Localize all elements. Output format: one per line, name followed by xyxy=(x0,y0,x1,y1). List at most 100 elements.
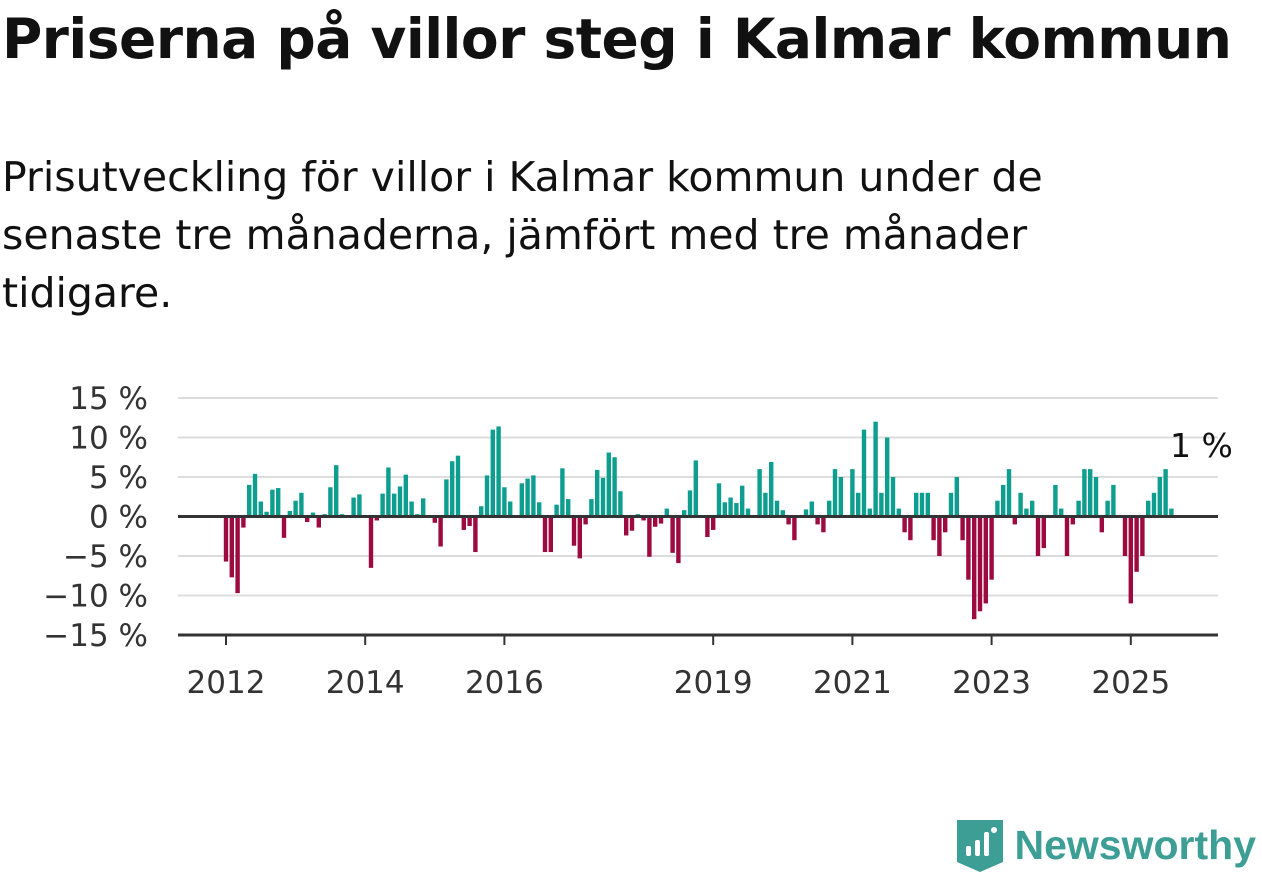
bar xyxy=(1018,492,1023,517)
y-tick-label: 5 % xyxy=(89,460,148,496)
bar xyxy=(1059,508,1064,517)
bar xyxy=(1111,484,1116,517)
bar xyxy=(241,516,246,528)
bar xyxy=(682,510,687,517)
bar xyxy=(977,516,983,612)
bar xyxy=(490,429,495,517)
bar xyxy=(403,474,408,517)
bar xyxy=(618,491,623,517)
bar xyxy=(276,488,281,517)
bar xyxy=(473,516,478,553)
bar xyxy=(612,457,617,517)
y-tick-label: 15 % xyxy=(69,381,148,417)
x-tick-label: 2014 xyxy=(326,665,405,701)
y-tick-label: 10 % xyxy=(69,421,148,457)
bar xyxy=(461,516,466,530)
bar xyxy=(351,497,356,517)
bar xyxy=(1024,508,1029,517)
bar xyxy=(989,516,994,580)
bar xyxy=(554,504,559,517)
bar xyxy=(316,516,321,528)
bar xyxy=(693,460,698,517)
bar xyxy=(374,516,379,521)
bar xyxy=(832,469,838,517)
bar xyxy=(1030,500,1035,517)
bar xyxy=(1134,516,1139,572)
x-axis-ticks: 2012 2014 2016 2019 2021 2023 2025 xyxy=(187,635,1170,701)
y-axis-ticks: 15 % 10 %5 % 0 %−5 % −10 %−15 % xyxy=(43,381,148,654)
bar xyxy=(264,511,269,517)
bar xyxy=(740,485,745,517)
bar xyxy=(664,508,669,517)
bar xyxy=(943,516,948,533)
bar xyxy=(873,421,878,517)
bar xyxy=(583,516,588,525)
bar xyxy=(711,516,716,530)
bar xyxy=(293,500,298,517)
bar xyxy=(937,516,942,556)
y-tick-label: −5 % xyxy=(63,539,148,575)
x-tick-label: 2023 xyxy=(952,665,1031,701)
x-tick-label: 2016 xyxy=(465,665,544,701)
bar xyxy=(357,494,362,517)
bar xyxy=(867,508,872,517)
brand-name: Newsworthy xyxy=(1014,821,1257,868)
bar xyxy=(1012,516,1017,525)
bar xyxy=(542,516,548,553)
bar xyxy=(925,492,930,517)
bar xyxy=(1122,516,1128,556)
bar xyxy=(653,516,658,527)
bar xyxy=(432,516,437,523)
newsworthy-logo: Newsworthy xyxy=(955,815,1257,875)
bar xyxy=(299,492,304,517)
bar xyxy=(479,506,484,517)
bar xyxy=(821,516,826,533)
bar xyxy=(995,500,1000,517)
y-tick-label: 0 % xyxy=(89,500,148,536)
bar xyxy=(409,501,414,517)
bar xyxy=(856,492,861,517)
bar xyxy=(496,426,501,517)
bar xyxy=(745,508,751,517)
bar xyxy=(281,516,287,538)
bar xyxy=(450,461,455,517)
bar xyxy=(1099,516,1104,533)
bar xyxy=(705,516,710,538)
bar xyxy=(908,516,913,541)
bar xyxy=(861,429,867,517)
bar xyxy=(571,516,577,546)
bar xyxy=(815,516,820,525)
bar xyxy=(960,516,965,541)
bar xyxy=(954,477,959,517)
bar xyxy=(827,500,832,517)
bar xyxy=(809,501,814,517)
bar xyxy=(629,516,635,531)
bar xyxy=(392,493,397,517)
bar xyxy=(763,492,768,517)
chart-title: Priserna på villor steg i Kalmar kommun xyxy=(2,7,1232,71)
bar xyxy=(792,516,797,541)
bar xyxy=(258,501,263,517)
bar xyxy=(757,469,762,517)
bar xyxy=(484,475,490,517)
bar xyxy=(368,516,374,568)
bar xyxy=(641,516,646,521)
bar xyxy=(670,516,675,553)
bar xyxy=(948,492,954,517)
bar xyxy=(774,500,780,517)
bar xyxy=(1128,516,1133,604)
bar xyxy=(223,516,229,562)
bar xyxy=(1076,500,1081,517)
bar xyxy=(380,493,385,517)
bar xyxy=(803,509,809,517)
bar xyxy=(850,469,855,517)
bar xyxy=(1082,469,1087,517)
bar xyxy=(728,497,733,517)
x-tick-label: 2012 xyxy=(187,665,266,701)
bar xyxy=(1053,484,1058,517)
bar xyxy=(386,467,391,517)
bar xyxy=(972,516,977,620)
bar xyxy=(838,477,843,517)
bar xyxy=(885,437,890,517)
bar xyxy=(1140,516,1145,556)
